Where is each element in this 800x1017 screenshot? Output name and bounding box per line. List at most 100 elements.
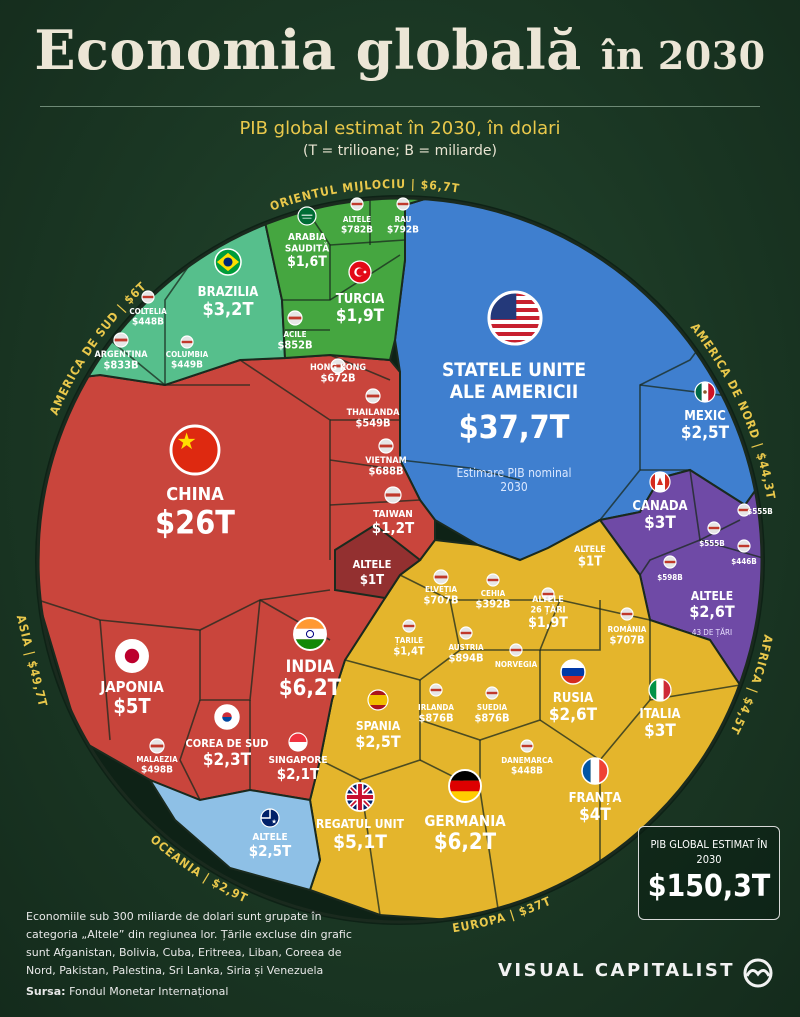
page-title: Economia globală în 2030 bbox=[34, 18, 766, 82]
flag-denmark-icon bbox=[520, 739, 534, 753]
flag-nigeria-icon bbox=[737, 503, 751, 517]
country-cehia-name: CEHIA bbox=[481, 589, 506, 598]
country-chile-name: ACILE bbox=[283, 330, 306, 339]
country-suedia-value: $876B bbox=[474, 712, 509, 725]
country-coltelia-name: COLTELIA bbox=[129, 307, 167, 316]
country-turcia-value: $1,9T bbox=[336, 306, 385, 326]
country-us-note: Estimare PIB nominal 2030 bbox=[456, 466, 571, 494]
country-india-name: INDIA bbox=[286, 657, 335, 677]
flag-south-korea-icon bbox=[214, 704, 240, 730]
country-singapore-value: $2,1T bbox=[277, 765, 320, 783]
footnote: Economiile sub 300 miliarde de dolari su… bbox=[26, 910, 352, 977]
country-rom-nia-name: ROMÂNIA bbox=[608, 623, 647, 634]
flag-singapore-icon bbox=[288, 732, 308, 752]
flag-ireland-icon bbox=[429, 683, 443, 697]
cell-border bbox=[399, 459, 521, 481]
country-rau-value: $792B bbox=[387, 225, 419, 236]
country-us-name: STATELE UNITE ALE AMERICII bbox=[442, 359, 586, 403]
title-divider bbox=[40, 106, 760, 107]
country-canada-value: $3T bbox=[644, 513, 676, 533]
country-austria-value: $894B bbox=[448, 652, 483, 665]
cell-border bbox=[329, 459, 401, 471]
flag-czechia-icon bbox=[486, 573, 500, 587]
flag-germany-icon bbox=[448, 769, 482, 803]
flag-brazil-icon bbox=[214, 248, 242, 276]
svg-text:★: ★ bbox=[271, 818, 277, 825]
flag-colombia-icon bbox=[180, 335, 194, 349]
flag-mexico-icon bbox=[694, 381, 716, 403]
flag-sweden-icon bbox=[485, 686, 499, 700]
flag-hong-kong-icon bbox=[330, 358, 346, 374]
country-danemarca-name: DANEMARCA bbox=[501, 756, 553, 765]
country-germania-name: GERMANIA bbox=[424, 812, 506, 830]
flag-austria-icon bbox=[459, 626, 473, 640]
country--arile-de-jos-value: $1,4T bbox=[393, 645, 424, 658]
cell-border bbox=[109, 339, 166, 386]
country-altele-value: $2,5T bbox=[249, 842, 292, 860]
flag-japan-icon bbox=[115, 639, 149, 673]
cell-border bbox=[639, 539, 701, 576]
flag-uae-icon bbox=[396, 197, 410, 211]
flag-taiwan-icon bbox=[384, 486, 402, 504]
flag-thailand-icon bbox=[365, 388, 381, 404]
country-argentina-name: ARGENTINA bbox=[94, 350, 148, 360]
country-suedia-name: SUEDIA bbox=[477, 703, 508, 712]
country-norvegia-name: NORVEGIA bbox=[495, 660, 538, 669]
cell-border bbox=[199, 599, 261, 701]
country-chile-value: $852B bbox=[277, 339, 312, 352]
country-taiwan-name: TAIWAN bbox=[373, 509, 413, 520]
flag-iran-icon bbox=[350, 197, 364, 211]
africa-555b-a-value: $555B bbox=[747, 507, 773, 516]
country-altele-name: ALTELE 26 ȚĂRI bbox=[530, 595, 565, 615]
cell-border bbox=[419, 650, 541, 741]
flag-uk-icon bbox=[345, 782, 375, 812]
africa-446b-value: $446B bbox=[731, 557, 757, 566]
country-india-value: $6,2T bbox=[279, 676, 342, 701]
flag-vietnam-icon bbox=[378, 438, 394, 454]
country-regatul-unit-value: $5,1T bbox=[333, 831, 387, 853]
country-vietnam-name: VIETNAM bbox=[365, 456, 406, 466]
africa-598b-value: $598B bbox=[657, 573, 683, 582]
country--arile-de-jos-name: ȚARILE bbox=[395, 636, 423, 646]
country-mexic-value: $2,5T bbox=[681, 423, 730, 443]
country-japonia-value: $5T bbox=[113, 694, 151, 718]
country-regatul-unit-name: REGATUL UNIT bbox=[316, 817, 405, 831]
cell-border bbox=[329, 239, 406, 246]
global-total-box: PIB GLOBAL ESTIMAT ÎN 2030 $150,3T bbox=[638, 826, 780, 920]
cell-border bbox=[329, 499, 421, 506]
country-germania-value: $6,2T bbox=[434, 830, 497, 855]
country-irlanda-name: IRLANDA bbox=[418, 703, 454, 712]
country-altele-name: ALTELE bbox=[252, 832, 287, 843]
country-turcia-name: TURCIA bbox=[336, 292, 384, 307]
flag-australia-icon: ★ bbox=[260, 808, 280, 828]
country-irlanda-value: $876B bbox=[418, 712, 453, 725]
country-coltelia-value: $448B bbox=[132, 317, 164, 328]
country-brazilia-value: $3,2T bbox=[202, 299, 253, 320]
cell-border bbox=[599, 469, 641, 521]
country-japonia-name: JAPONIA bbox=[99, 678, 164, 696]
country-elve-ia-name: ELVEȚIA bbox=[425, 585, 457, 595]
brand-name: VISUAL CAPITALIST bbox=[498, 960, 736, 981]
flag-malaysia-icon bbox=[149, 738, 165, 754]
country-italia-value: $3T bbox=[644, 721, 676, 741]
flag-chile-icon bbox=[287, 310, 303, 326]
flag-italy-icon bbox=[648, 678, 672, 702]
country-hong-kong-name: HONG KONG bbox=[310, 363, 366, 373]
flag-south-africa-icon bbox=[663, 555, 677, 569]
country-rau-name: RAU bbox=[395, 215, 412, 224]
country-malaezia-value: $498B bbox=[141, 765, 173, 776]
country-hong-kong-value: $672B bbox=[320, 372, 355, 385]
global-total-label: PIB GLOBAL ESTIMAT ÎN 2030 bbox=[650, 838, 768, 866]
country-danemarca-value: $448B bbox=[511, 766, 543, 777]
country-singapore-name: SINGAPORE bbox=[268, 755, 327, 766]
country-brazilia-name: BRAZILIA bbox=[198, 285, 259, 300]
altele-global-name: ALTELE bbox=[353, 558, 392, 571]
cell-border bbox=[399, 574, 651, 621]
country-canada-name: CANADA bbox=[632, 499, 687, 514]
country-fran-a-value: $4T bbox=[579, 805, 611, 825]
region-oceania-area bbox=[147, 777, 322, 892]
country-taiwan-value: $1,2T bbox=[372, 519, 415, 537]
country-cehia-value: $392B bbox=[475, 598, 510, 611]
chart-border bbox=[36, 196, 764, 924]
